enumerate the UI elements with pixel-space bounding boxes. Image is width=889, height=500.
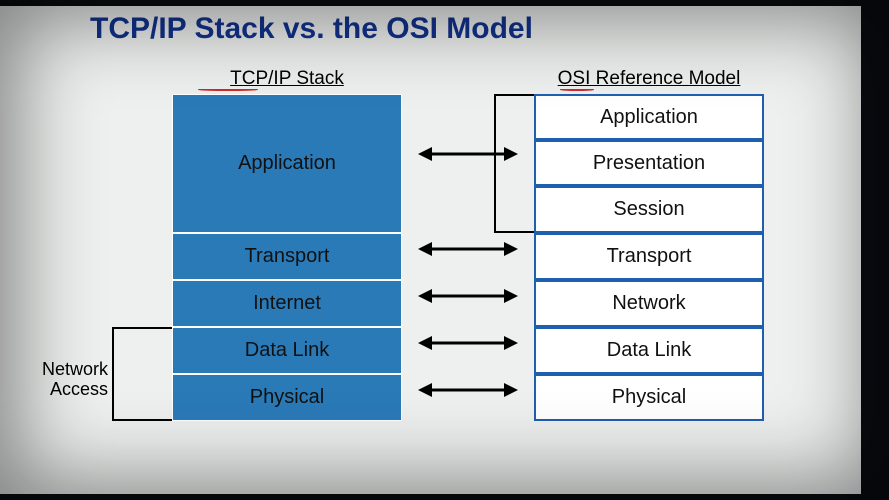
tcpip-layer-datalink: Data Link bbox=[172, 327, 402, 374]
tcpip-layer-physical: Physical bbox=[172, 374, 402, 421]
diagram-page: TCP/IP Stack vs. the OSI Model TCP/IP St… bbox=[0, 0, 889, 500]
osi-layer-application: Application bbox=[534, 94, 764, 140]
proof-squiggle bbox=[560, 88, 594, 91]
osi-layer-network: Network bbox=[534, 280, 764, 327]
network-access-bracket bbox=[112, 327, 172, 421]
page-title: TCP/IP Stack vs. the OSI Model bbox=[90, 12, 889, 46]
tcpip-header: TCP/IP Stack bbox=[172, 68, 402, 90]
tcpip-layer-application: Application bbox=[172, 94, 402, 233]
tcpip-layer-internet: Internet bbox=[172, 280, 402, 327]
osi-layer-session: Session bbox=[534, 186, 764, 233]
stacks-area: TCP/IP Stack OSI Reference Model Applica… bbox=[0, 64, 889, 484]
osi-layer-presentation: Presentation bbox=[534, 140, 764, 186]
osi-header: OSI Reference Model bbox=[534, 68, 764, 90]
double-arrow-icon bbox=[418, 239, 518, 259]
tcpip-layer-transport: Transport bbox=[172, 233, 402, 280]
network-access-text: Network Access bbox=[42, 359, 108, 399]
double-arrow-icon bbox=[418, 380, 518, 400]
proof-squiggle bbox=[198, 88, 258, 91]
osi-layer-physical: Physical bbox=[534, 374, 764, 421]
osi-layer-datalink: Data Link bbox=[534, 327, 764, 374]
osi-upper-bracket bbox=[494, 94, 534, 233]
network-access-label: Network Access bbox=[30, 360, 108, 400]
osi-layer-transport: Transport bbox=[534, 233, 764, 280]
double-arrow-icon bbox=[418, 333, 518, 353]
double-arrow-icon bbox=[418, 286, 518, 306]
